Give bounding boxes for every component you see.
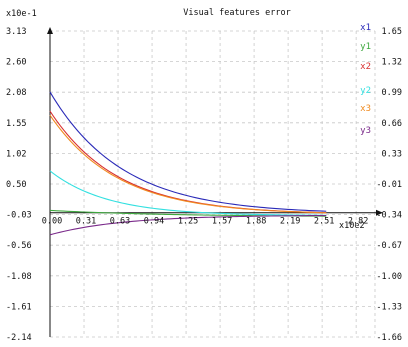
y-tick-label: 0.50 [6,180,26,190]
x-axis-arrow [376,209,383,216]
x-axis-ticks: 0.00 0.31 0.63 0.94 1.25 1.57 1.88 2.19 2.51 2.82 [42,217,369,227]
y-multiplier-label: x10e-1 [6,9,37,19]
x-multiplier-label: x10e2 [339,221,365,231]
y-tick-label: 1.55 [6,119,26,129]
y2-tick-label: -0.67 [376,241,402,251]
y-axis-ticks: 3.13 2.60 2.08 1.55 1.02 0.50 -0.03 -0.56 -1.08 -… [6,27,32,343]
legend-entry-x1: x1 [360,23,371,33]
y2-tick-label: -1.66 [376,333,402,343]
y-tick-label: -2.14 [6,333,32,343]
legend-entry-x3: x3 [360,104,371,114]
y-tick-label: 1.02 [6,149,26,159]
x-tick-label: 0.63 [110,217,130,227]
y-axis-arrow [47,27,53,34]
y-tick-label: -1.61 [6,302,32,312]
x-tick-label: 2.19 [280,217,300,227]
x-tick-label: 2.82 [348,217,368,227]
y2-tick-label: 0.99 [382,88,402,98]
y-tick-label: -1.08 [6,272,32,282]
x-tick-label: 0.31 [76,217,96,227]
y2-tick-label: -1.33 [376,302,402,312]
y-tick-label: 2.08 [6,88,26,98]
y-tick-label: 3.13 [6,27,26,37]
legend-entry-x2: x2 [360,62,371,72]
series-group [49,91,327,236]
x-tick-label: 1.88 [246,217,266,227]
axes [47,27,383,337]
y2-tick-label: 1.32 [382,58,402,68]
x-tick-label: 1.57 [212,217,232,227]
x-tick-label: 2.51 [314,217,334,227]
legend-entry-y2: y2 [360,86,371,96]
y-tick-label: 2.60 [6,58,26,68]
y2-tick-label: 1.65 [382,27,402,37]
y2-tick-label: 0.33 [382,149,402,159]
series-line-x1 [49,91,327,212]
legend: x1 y1 x2 y2 x3 y3 [360,23,371,136]
series-line-x2 [49,110,327,214]
grid [49,30,376,338]
y-tick-label: -0.56 [6,241,32,251]
legend-entry-y3: y3 [360,126,371,136]
y2-axis-ticks: 1.65 1.32 0.99 0.66 0.33 -0.01 -0.34 -0.67 -1.00… [376,27,402,343]
series-line-x3 [49,114,327,214]
series-line-y2 [49,170,327,216]
y2-tick-label: -0.34 [376,211,402,221]
y2-tick-label: -1.00 [376,272,402,282]
series-line-y3 [49,214,327,236]
chart-title: Visual features error [183,8,290,18]
y-tick-label: -0.03 [6,211,32,221]
y2-tick-label: -0.01 [376,180,402,190]
x-tick-label: 0.94 [144,217,164,227]
x-tick-label: 0.00 [42,217,62,227]
y2-tick-label: 0.66 [382,119,402,129]
x-tick-label: 1.25 [178,217,198,227]
legend-entry-y1: y1 [360,42,371,52]
